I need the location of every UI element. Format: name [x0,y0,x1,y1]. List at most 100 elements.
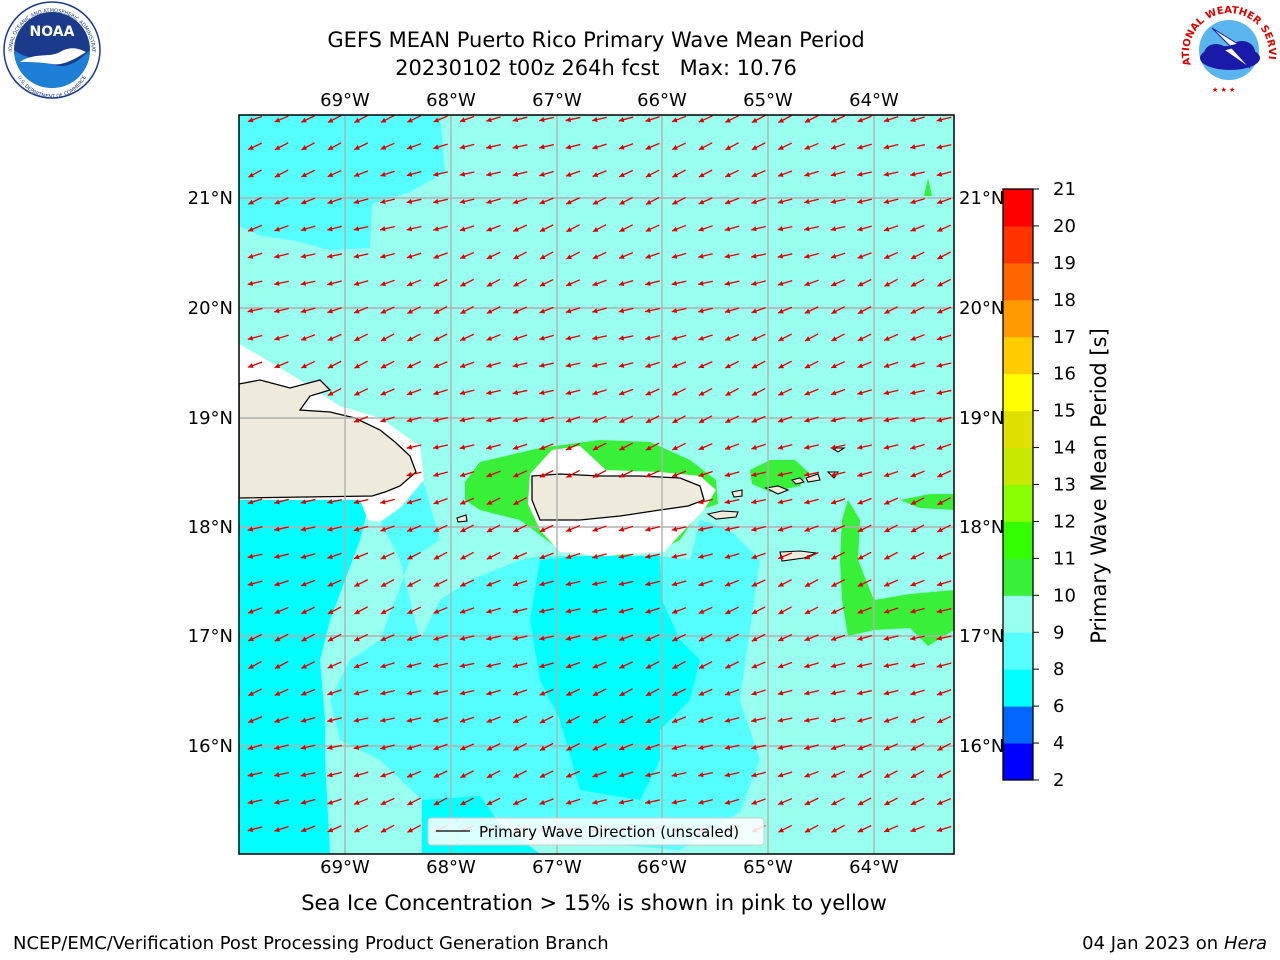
wave-arrow [645,580,660,587]
wave-arrow [830,606,846,615]
wave-arrow [459,417,475,423]
wave-arrow [512,635,528,641]
wave-arrow [486,224,501,232]
wave-arrow [724,225,740,232]
wave-arrow [274,334,289,341]
wave-arrow [883,497,899,505]
wave-arrow [539,552,554,560]
wave-arrow [910,306,925,314]
wave-arrow [698,606,713,615]
wave-arrow [539,389,554,396]
wave-arrow [274,115,289,123]
wave-arrow [883,198,899,205]
wave-arrow [777,253,793,259]
wave-arrow [327,798,342,805]
wave-arrow [459,171,475,177]
wave-arrow [884,306,898,315]
wave-arrow [512,552,528,560]
colorbar-swatch [1003,336,1033,375]
wave-arrow [274,280,289,286]
wave-arrow [300,197,316,205]
wave-arrow [936,470,952,478]
wave-arrow [671,633,687,642]
wave-arrow [751,525,766,532]
wave-arrow [486,417,501,423]
wave-arrow [433,662,448,669]
wave-arrow [380,170,395,177]
wave-arrow [592,415,607,423]
wave-arrow [592,715,607,724]
wave-arrow [910,417,925,423]
wave-arrow [804,252,819,259]
wave-arrow [300,661,316,669]
colorbar-tick-label: 20 [1053,216,1076,237]
wave-arrow [274,825,289,833]
wave-arrow [274,553,289,559]
wave-arrow [883,716,899,723]
wave-arrow [274,799,289,805]
wave-arrow [618,743,634,751]
wave-arrow [539,524,554,533]
wave-arrow [433,634,448,641]
wave-arrow [778,606,792,615]
wave-arrow [486,716,501,723]
wave-arrow [910,551,925,560]
wave-arrow [406,717,422,723]
wave-arrow [777,771,793,778]
colorbar-tick-label: 11 [1053,548,1076,569]
lat-label-left: 21°N [188,188,233,209]
colorbar-tick-label: 16 [1053,364,1076,385]
wave-arrow [883,171,899,177]
wave-arrow [698,307,713,314]
wave-arrow [831,797,845,806]
wave-arrow [565,635,581,641]
wave-arrow [937,742,951,751]
wave-arrow [460,770,474,779]
wave-arrow [380,634,395,642]
wave-arrow [486,251,501,260]
wave-arrow [512,197,528,205]
wave-arrow [407,797,421,806]
wave-arrow [380,662,395,669]
wave-arrow [327,579,342,587]
wave-arrow [619,469,633,478]
wave-arrow [406,471,422,477]
wave-arrow [565,661,581,669]
wave-arrow [512,662,528,669]
wave-arrow [327,360,342,369]
wave-arrow [831,551,845,560]
wave-arrow [486,361,501,368]
wave-arrow [645,142,660,150]
wave-arrow [698,716,713,723]
wave-arrow [645,388,660,396]
wave-arrow [486,470,501,478]
wave-arrow [565,688,581,697]
wave-arrow [592,688,607,697]
wave-arrow [857,716,872,723]
lon-label-bottom: 66°W [637,857,687,878]
wave-arrow [539,715,554,724]
wave-arrow [406,690,422,696]
map-frame [238,114,955,855]
wave-arrow [830,360,846,369]
wave-arrow [830,524,846,533]
wave-arrow [406,198,422,204]
colorbar-tick-label: 4 [1053,733,1064,754]
wave-arrow [380,388,395,396]
wave-arrow [883,225,899,232]
wave-arrow [671,688,687,697]
wave-arrow [512,171,528,177]
colorbar-swatch [1003,299,1033,338]
colorbar-tick-label: 18 [1053,290,1076,311]
footer-date: 04 Jan 2023 on Hera [1082,933,1267,954]
wave-arrow [274,252,289,259]
wave-arrow [486,689,501,696]
wave-arrow [857,333,872,342]
wave-arrow [857,115,872,123]
wave-arrow [512,416,528,423]
wave-arrow [936,715,952,724]
wave-arrow [618,415,634,424]
wave-arrow [724,526,740,532]
wave-arrow [380,771,395,778]
wave-arrow [857,471,872,478]
